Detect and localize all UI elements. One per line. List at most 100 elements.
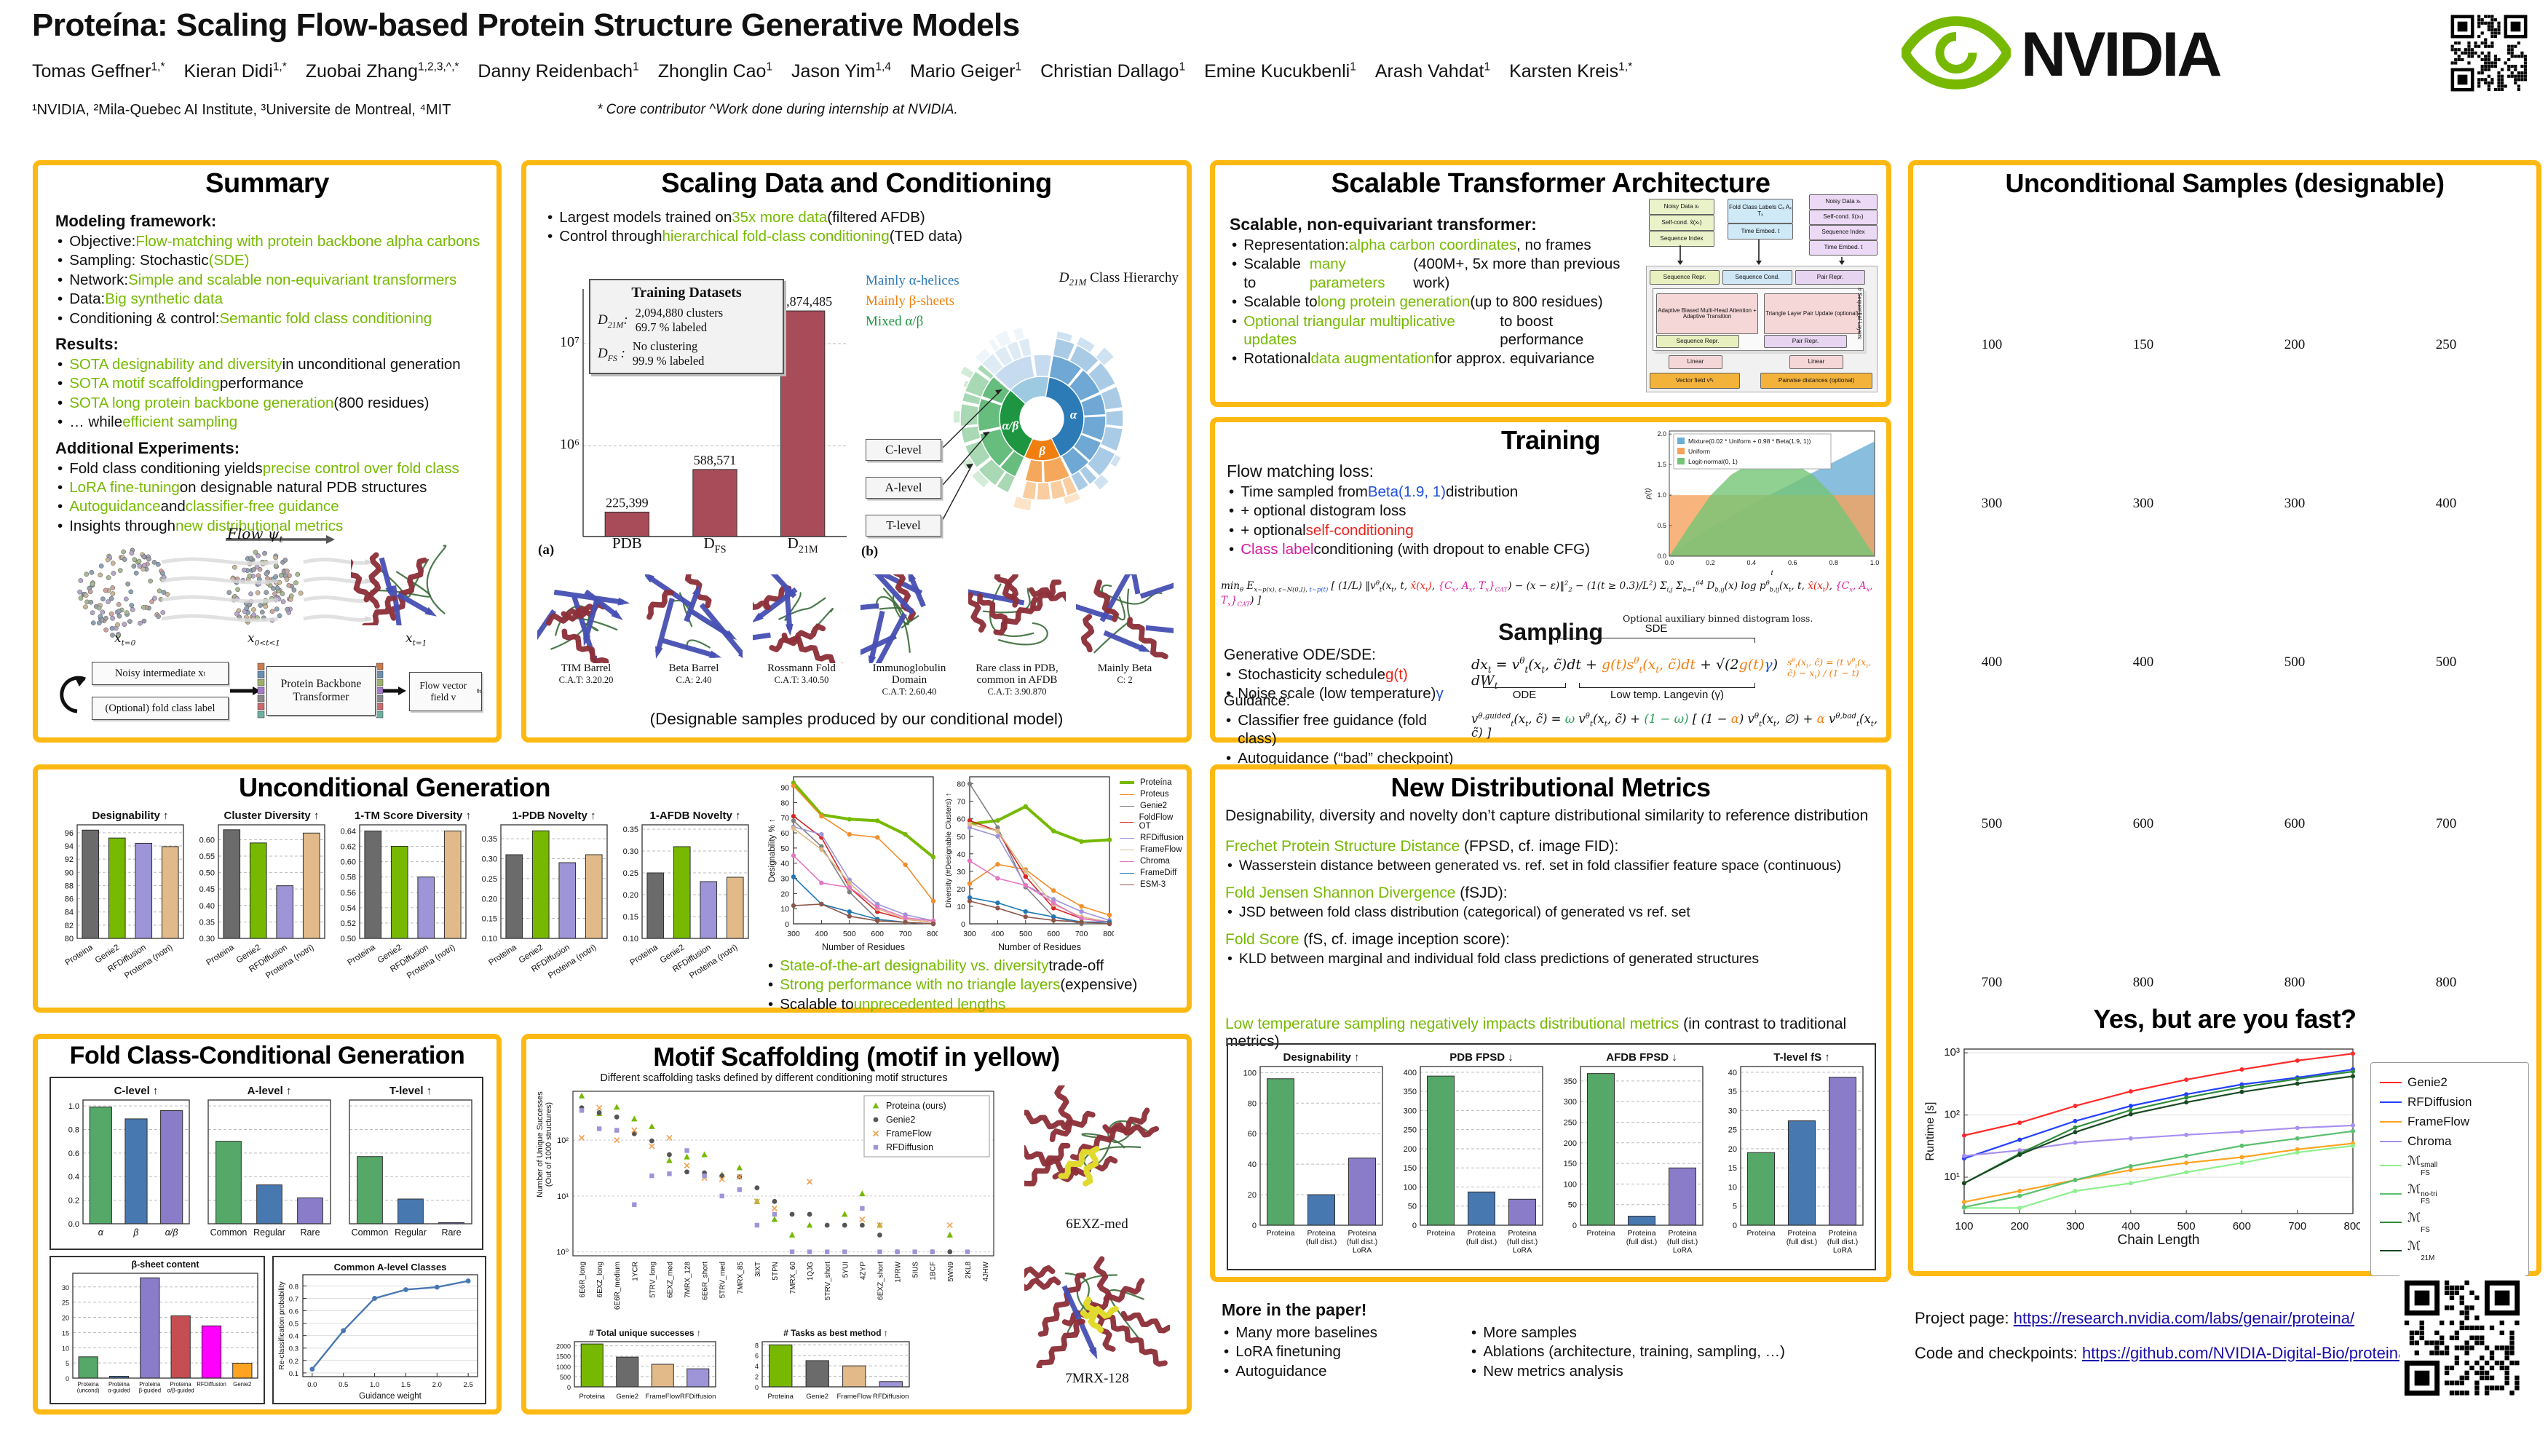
text: Regular	[395, 1227, 427, 1238]
circle	[116, 613, 122, 619]
text: 40	[780, 860, 789, 869]
circle	[285, 606, 290, 612]
text: FrameFlow	[645, 1393, 680, 1401]
more-in-paper: More in the paper! Many more baselinesLo…	[1222, 1300, 1877, 1381]
div: Many more baselinesLoRA finetuningAutogu…	[1222, 1323, 1877, 1381]
path	[1024, 459, 1043, 483]
div: Sequence Cond.	[1722, 270, 1792, 285]
text: 0.60	[341, 858, 356, 867]
text: Proteina (notri)	[264, 943, 315, 981]
code-label: Code and checkpoints:	[1915, 1344, 2082, 1362]
div: 400	[2435, 496, 2457, 511]
span: Fold Score	[1225, 931, 1299, 949]
circle	[930, 855, 936, 860]
rect	[2523, 68, 2528, 71]
rect	[2487, 84, 2490, 88]
rect	[702, 1173, 707, 1179]
rect	[2509, 1360, 2515, 1366]
span	[1120, 781, 1134, 784]
rect	[1669, 1167, 1696, 1226]
rect	[2509, 1350, 2515, 1356]
div: Triangle Layer Pair Update (optional)	[1764, 293, 1860, 334]
footer-code: Code and checkpoints: https://github.com…	[1915, 1344, 2407, 1363]
span: 2,094,880 clusters	[635, 306, 724, 320]
circle	[2351, 1128, 2355, 1133]
text: FrameFlow	[836, 1393, 871, 1401]
span: − (1(t ≥ 0.3)/L	[1572, 580, 1650, 592]
rect	[574, 1341, 716, 1388]
span: :	[617, 346, 625, 361]
span: Genie2	[1140, 802, 1168, 810]
rect	[2480, 1325, 2485, 1331]
path	[368, 552, 382, 609]
text: 600	[2233, 1220, 2251, 1233]
circle	[106, 599, 111, 604]
line	[869, 610, 885, 662]
text: 60	[1248, 1130, 1257, 1139]
rect	[1677, 458, 1685, 464]
circle	[2351, 1074, 2355, 1079]
rect	[2487, 21, 2490, 25]
guided-vector-field-formula: vθ,guidedt(xt, c̃) = ω vθt(xt, c̃) + (1 …	[1471, 712, 1879, 740]
rect	[2523, 58, 2528, 62]
project-page-link[interactable]: https://research.nvidia.com/labs/genair/…	[2013, 1309, 2355, 1327]
div: 500	[2435, 654, 2457, 670]
span: , ∅) +	[1776, 712, 1817, 726]
unconditional-sample: 200	[2219, 206, 2370, 365]
unconditional-sample: 300	[2219, 365, 2370, 523]
div: Generative ODE/SDE: Stochasticity schedu…	[1224, 646, 1464, 704]
text: 1.0	[1870, 559, 1879, 566]
text: 50	[1568, 1201, 1577, 1210]
legend-item: ESM-3	[1120, 880, 1184, 889]
svg	[1048, 539, 1217, 660]
text: 35	[1728, 1088, 1737, 1096]
bullet-item: Data: Big synthetic data	[55, 290, 480, 308]
circle	[77, 589, 82, 595]
text: 80	[1248, 1099, 1257, 1108]
rect	[2440, 1335, 2445, 1340]
rect	[232, 1363, 253, 1379]
div: 700	[1981, 975, 2003, 990]
text: Proteina	[346, 943, 377, 968]
text: 10	[957, 903, 965, 911]
path	[614, 1104, 620, 1110]
circle	[649, 1138, 654, 1144]
span: SDE	[1645, 622, 1668, 635]
div: 400	[1981, 654, 2003, 670]
text: 350	[1404, 1088, 1417, 1096]
conditional-samples-caption: (Designable samples produced by our cond…	[649, 710, 1064, 728]
span: for approx. equivariance	[1434, 350, 1595, 368]
rect	[2459, 1375, 2464, 1380]
rect	[160, 1110, 183, 1224]
text: 5IUS	[912, 1262, 920, 1278]
line	[736, 1174, 743, 1180]
rect	[2497, 81, 2501, 84]
line	[553, 589, 624, 605]
rect	[2489, 1375, 2495, 1380]
span: No clustering	[632, 339, 698, 353]
rect	[2414, 1290, 2430, 1306]
circle	[995, 900, 1000, 906]
text: 1.0	[1657, 491, 1666, 499]
circle	[1079, 903, 1084, 909]
circle	[138, 620, 143, 626]
circle	[341, 1328, 347, 1334]
summary-sec1-list: Objective: Flow-matching with protein ba…	[55, 232, 480, 328]
circle	[124, 610, 130, 615]
text: 0.20	[482, 895, 497, 903]
text: Proteina	[1746, 1229, 1775, 1238]
summary-sec2-heading: Results:	[55, 335, 119, 354]
sup: 1,4	[875, 60, 891, 74]
rect	[376, 695, 384, 703]
rect	[2477, 78, 2481, 82]
path	[976, 363, 995, 381]
circle	[614, 1114, 620, 1120]
rect	[2480, 1340, 2485, 1345]
rect	[76, 824, 184, 939]
circle	[1051, 906, 1056, 911]
code-link[interactable]: https://github.com/NVIDIA-Digital-Bio/pr…	[2081, 1344, 2407, 1362]
span: conditioning (with dropout to enable CFG…	[1313, 541, 1590, 558]
circle	[253, 550, 258, 555]
svg: 0.00.51.01.52.00.0 0.2 0.4 0.6 0.8 1.0tp(t)Mi…	[1645, 430, 1879, 577]
unconditional-sample: 400	[1916, 523, 2068, 682]
